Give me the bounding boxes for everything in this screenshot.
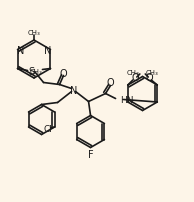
Text: O: O: [60, 68, 67, 78]
Text: N: N: [44, 45, 51, 55]
Text: CH₃: CH₃: [28, 30, 40, 36]
Text: O: O: [146, 73, 153, 83]
Text: N: N: [17, 45, 24, 55]
Text: N: N: [70, 85, 77, 95]
Text: CH₃: CH₃: [30, 68, 43, 74]
Text: HN: HN: [120, 96, 134, 104]
Text: O: O: [107, 77, 114, 87]
Text: F: F: [88, 149, 93, 159]
Text: S: S: [29, 66, 35, 76]
Text: CH₃: CH₃: [126, 70, 139, 76]
Text: Cl: Cl: [43, 125, 52, 134]
Text: CH₃: CH₃: [146, 70, 158, 76]
Text: O: O: [131, 73, 139, 83]
